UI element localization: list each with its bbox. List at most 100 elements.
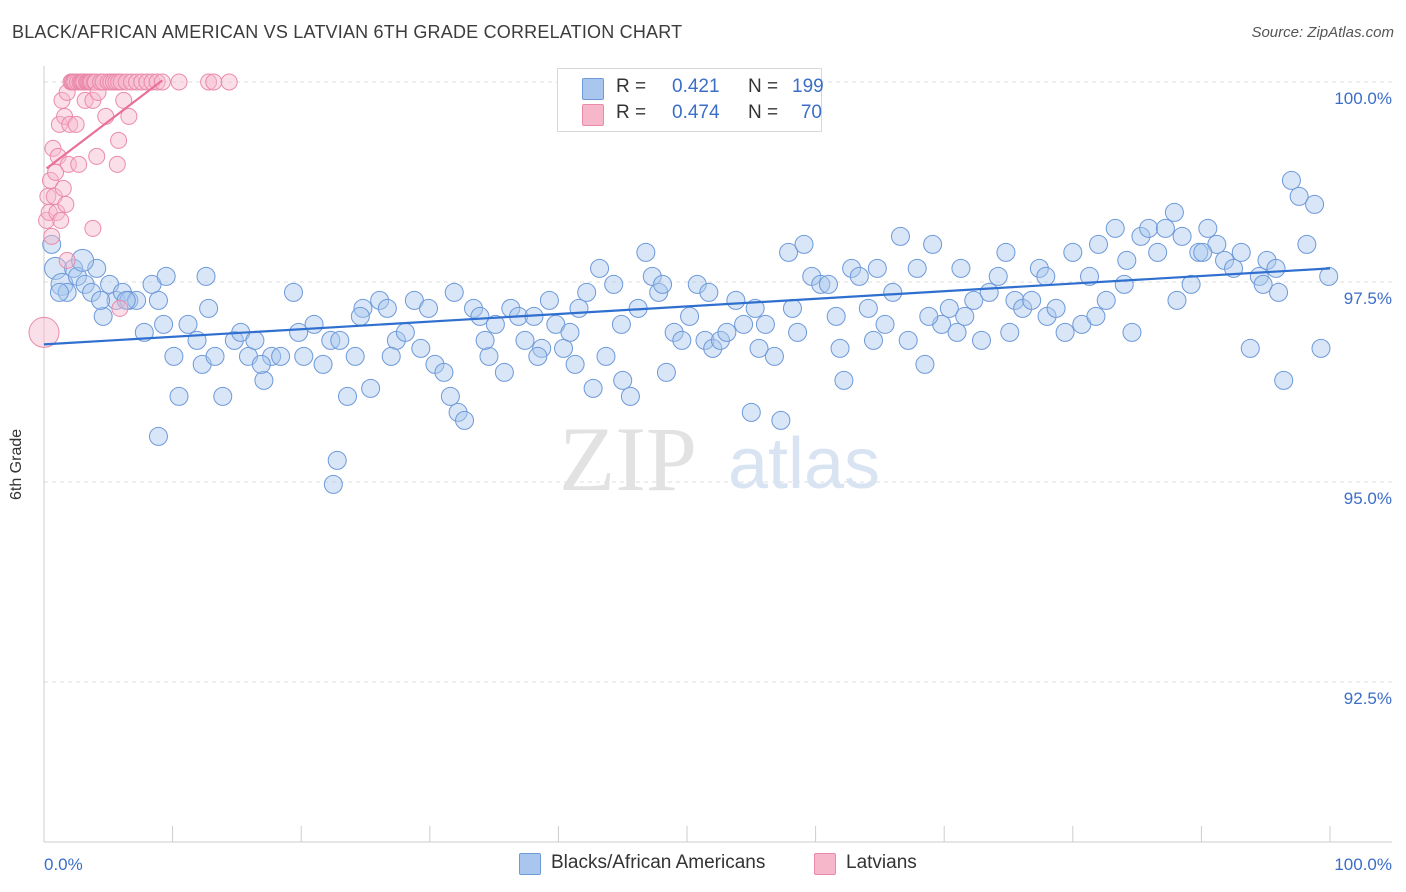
point-blacks [569,298,589,318]
point-blacks [1240,338,1260,358]
point-blacks [745,298,765,318]
point-latvians [200,73,218,91]
point-blacks [741,402,761,422]
point-blacks [947,322,967,342]
point-blacks [858,298,878,318]
series-label: Blacks/African Americans [551,852,766,873]
point-latvians [97,107,115,125]
point-blacks [361,378,381,398]
point-blacks [898,330,918,350]
point-blacks [1281,170,1301,190]
point-latvians [28,316,60,348]
point-blacks [213,386,233,406]
points-layer [28,73,1339,494]
point-latvians [43,227,61,245]
point-latvians [110,131,128,149]
point-blacks [475,330,495,350]
point-blacks [1131,226,1151,246]
trend-layer [43,79,1331,346]
correlation-legend: R = 0.421 N = 199 R = 0.474 N = 70 [557,68,824,132]
legend-r-label: R = [616,102,647,123]
point-blacks [611,314,631,334]
point-blacks [842,258,862,278]
point-blacks [353,298,373,318]
point-blacks [75,274,95,294]
point-blacks [1114,274,1134,294]
watermark: ZIP atlas [559,408,880,510]
legend-n-value: 70 [800,102,822,123]
point-blacks [703,338,723,358]
point-blacks [818,274,838,294]
point-blacks [717,322,737,342]
point-blacks [1231,242,1251,262]
point-latvians [89,83,107,101]
point-latvians [122,73,140,91]
point-latvians [153,73,171,91]
point-latvians [70,155,88,173]
point-blacks [1036,266,1056,286]
point-blacks [49,282,69,302]
point-blacks [554,338,574,358]
point-blacks [1089,234,1109,254]
point-blacks [642,266,662,286]
point-blacks [664,322,684,342]
point-blacks [687,274,707,294]
point-latvians [84,219,102,237]
point-blacks [57,282,77,302]
point-blacks [330,330,350,350]
point-blacks [327,450,347,470]
point-blacks [749,338,769,358]
point-latvians [57,195,75,213]
point-blacks [1193,242,1213,262]
point-blacks [794,234,814,254]
point-blacks [313,354,333,374]
point-blacks [875,314,895,334]
point-blacks [337,386,357,406]
point-blacks [546,314,566,334]
legend-swatch-pink [582,104,604,126]
point-blacks [1253,274,1273,294]
point-blacks [1086,306,1106,326]
point-blacks [1000,322,1020,342]
point-blacks [771,410,791,430]
legend-n-label: N = [748,102,779,123]
point-blacks [254,370,274,390]
point-blacks [154,314,174,334]
legend-r-value: 0.474 [672,102,720,123]
point-blacks [1155,218,1175,238]
point-blacks [1289,186,1309,206]
point-latvians [52,211,70,229]
point-blacks [419,298,439,318]
point-blacks [782,298,802,318]
point-blacks [951,258,971,278]
point-blacks [142,274,162,294]
point-blacks [1080,266,1100,286]
point-blacks [205,346,225,366]
point-blacks [1105,218,1125,238]
point-blacks [1198,218,1218,238]
point-blacks [583,378,603,398]
point-blacks [345,346,365,366]
point-blacks [1022,290,1042,310]
point-blacks [955,306,975,326]
point-blacks [726,290,746,310]
point-blacks [867,258,887,278]
point-latvians [120,107,138,125]
watermark-zip: ZIP [559,408,697,510]
point-blacks [890,226,910,246]
point-blacks [590,258,610,278]
point-blacks [560,322,580,342]
point-blacks [323,474,343,494]
point-blacks [613,370,633,390]
point-blacks [1172,226,1192,246]
point-latvians [117,73,135,91]
point-blacks [444,282,464,302]
point-blacks [448,402,468,422]
point-latvians [138,73,156,91]
point-blacks [1139,218,1159,238]
point-blacks [1311,338,1331,358]
point-blacks [87,258,107,278]
point-blacks [67,266,87,286]
point-blacks [134,322,154,342]
